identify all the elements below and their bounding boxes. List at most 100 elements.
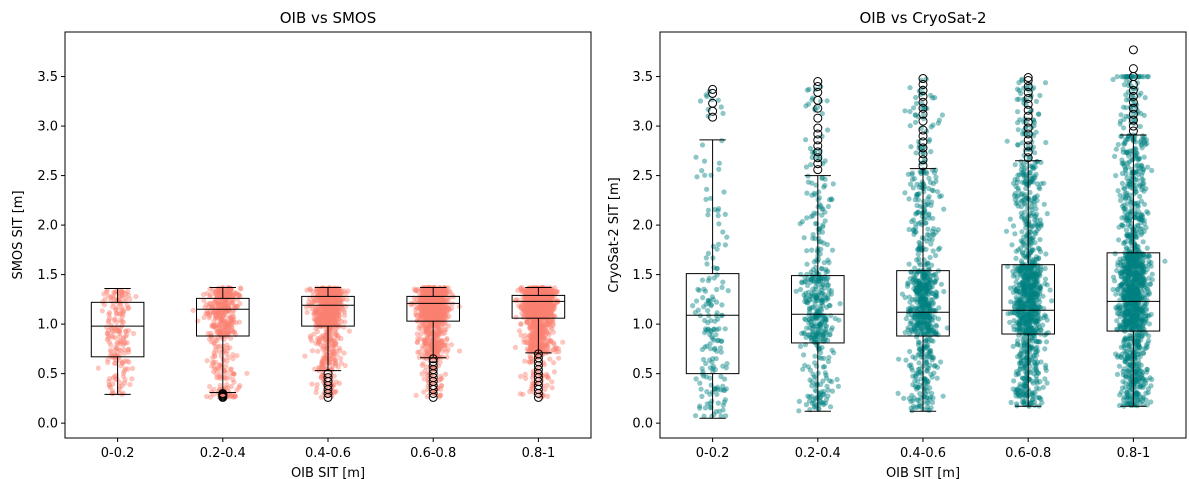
scatter-point <box>118 347 124 353</box>
scatter-point <box>919 213 925 219</box>
scatter-point <box>926 321 932 327</box>
scatter-point <box>232 393 238 399</box>
scatter-point <box>221 328 227 334</box>
scatter-point <box>214 292 220 298</box>
scatter-point <box>720 383 726 389</box>
scatter-point <box>315 348 321 354</box>
scatter-point <box>802 362 808 368</box>
scatter-point <box>927 179 934 185</box>
scatter-point <box>814 210 820 216</box>
scatter-point <box>124 358 130 364</box>
scatter-point <box>518 285 524 291</box>
scatter-point <box>217 362 223 368</box>
scatter-point <box>937 245 943 251</box>
scatter-point <box>925 292 931 298</box>
scatter-point <box>807 334 814 340</box>
scatter-point <box>796 408 802 414</box>
scatter-point <box>224 382 230 388</box>
scatter-point <box>208 339 215 345</box>
scatter-point <box>121 308 127 314</box>
scatter-point <box>119 288 125 294</box>
scatter-point <box>227 291 233 297</box>
scatter-point <box>116 347 122 353</box>
scatter-point <box>112 335 119 341</box>
scatter-point <box>118 292 124 298</box>
scatter-point <box>214 375 220 381</box>
scatter-point <box>203 311 209 317</box>
scatter-point <box>822 323 828 329</box>
scatter-point <box>820 206 826 212</box>
scatter-point <box>824 295 830 301</box>
scatter-point <box>114 340 120 346</box>
scatter-point <box>826 197 833 203</box>
scatter-point <box>929 228 936 234</box>
scatter-point <box>211 386 217 392</box>
scatter-point <box>714 286 720 293</box>
scatter-point <box>721 189 727 195</box>
scatter-point <box>836 317 842 323</box>
scatter-point <box>229 325 235 331</box>
scatter-point <box>552 346 558 352</box>
scatter-point <box>236 292 242 298</box>
scatter-point <box>912 229 918 235</box>
scatter-point <box>220 304 226 310</box>
scatter-point <box>542 288 548 294</box>
scatter-point <box>107 384 114 391</box>
scatter-point <box>716 408 723 414</box>
scatter-point <box>526 340 532 346</box>
scatter-point <box>217 324 223 331</box>
scatter-point <box>702 288 709 294</box>
scatter-point <box>237 301 243 307</box>
scatter-point <box>330 348 336 354</box>
scatter-point <box>201 314 207 321</box>
scatter-point <box>127 381 133 388</box>
scatter-point <box>545 393 551 399</box>
scatter-point <box>714 272 720 278</box>
scatter-point <box>916 278 922 284</box>
scatter-point <box>223 385 229 391</box>
scatter-point <box>113 376 119 382</box>
scatter-point <box>720 279 726 285</box>
scatter-point <box>200 291 206 298</box>
scatter-point <box>204 393 210 400</box>
smos-y-axis-label: SMOS SIT [m] <box>11 190 26 279</box>
scatter-point <box>114 304 120 310</box>
scatter-point <box>704 186 710 192</box>
scatter-point <box>226 330 232 336</box>
scatter-point <box>109 333 115 339</box>
scatter-point <box>203 302 209 308</box>
scatter-point <box>718 338 724 344</box>
scatter-point <box>438 383 444 389</box>
scatter-point <box>444 337 450 343</box>
scatter-point <box>923 169 929 175</box>
scatter-point <box>307 286 313 292</box>
scatter-point <box>938 359 944 365</box>
scatter-point <box>516 328 523 334</box>
scatter-point <box>226 291 232 298</box>
scatter-point <box>542 312 548 318</box>
scatter-point <box>106 335 112 341</box>
scatter-point <box>821 260 827 266</box>
scatter-point <box>237 285 243 291</box>
scatter-point <box>527 359 533 365</box>
scatter-point <box>809 247 815 253</box>
scatter-point <box>699 142 706 148</box>
scatter-point <box>418 315 424 321</box>
scatter-point <box>703 196 709 202</box>
scatter-point <box>218 329 224 335</box>
scatter-point <box>714 246 720 252</box>
scatter-point <box>225 304 232 310</box>
scatter-point <box>213 326 219 332</box>
scatter-point <box>522 371 528 377</box>
scatter-point <box>436 394 443 400</box>
scatter-point <box>222 297 228 303</box>
scatter-point <box>218 330 224 336</box>
scatter-point <box>227 366 233 373</box>
scatter-point <box>106 378 112 384</box>
scatter-point <box>114 311 120 317</box>
scatter-point <box>929 237 935 243</box>
scatter-point <box>122 350 128 356</box>
scatter-point <box>112 360 119 366</box>
scatter-point <box>697 98 704 104</box>
scatter-point <box>133 293 139 300</box>
